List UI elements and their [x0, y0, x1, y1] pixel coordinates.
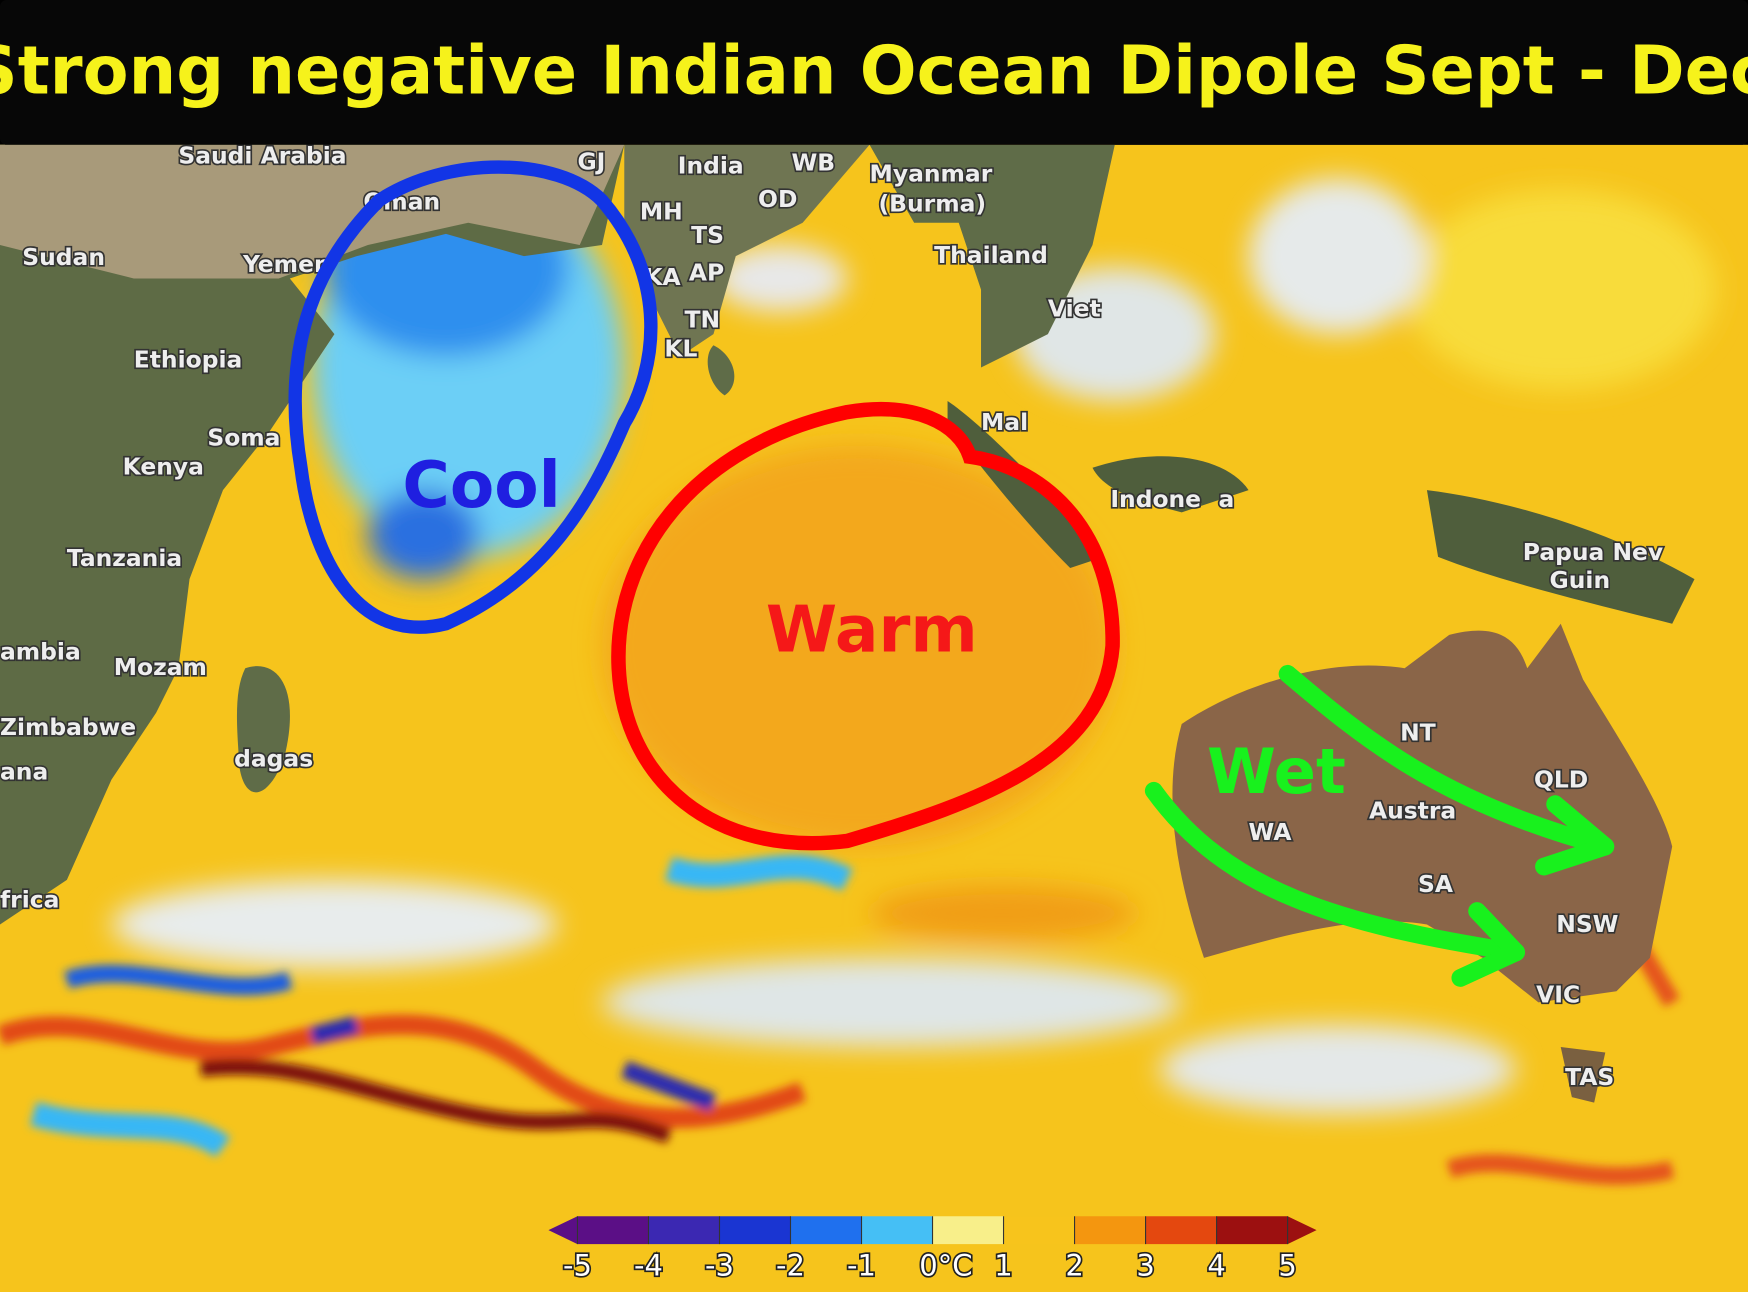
- wet-label: Wet: [1207, 735, 1346, 808]
- place-label: KL: [664, 334, 697, 362]
- place-label: TAS: [1565, 1063, 1614, 1091]
- place-label: MH: [640, 197, 683, 225]
- place-label: Kenya: [123, 452, 204, 480]
- warm-label: Warm: [766, 593, 978, 668]
- place-label: India: [678, 152, 744, 180]
- place-label: Yemen: [242, 250, 331, 278]
- place-label: WB: [792, 148, 836, 176]
- place-label: Mozam: [114, 653, 207, 681]
- colorbar-segment: [1145, 1216, 1217, 1245]
- colorbar-tick-label: -3: [705, 1248, 734, 1282]
- place-label: NSW: [1556, 910, 1618, 938]
- place-label: ambia: [0, 637, 81, 665]
- place-label: Papua Nev: [1523, 538, 1663, 566]
- colorbar-segment: [861, 1216, 933, 1245]
- colorbar-tick-label: 2: [1065, 1248, 1083, 1282]
- warm-outline: [611, 402, 1120, 851]
- place-label: QLD: [1534, 765, 1588, 793]
- cool-outline: [288, 160, 658, 634]
- place-label: NT: [1400, 719, 1436, 747]
- colorbar-tick-label: 1: [994, 1248, 1012, 1282]
- place-label: Thailand: [934, 241, 1048, 269]
- colorbar-segment: [1216, 1216, 1288, 1245]
- place-label: Myanmar: [870, 160, 993, 188]
- place-label: Zimbabwe: [0, 713, 136, 741]
- colorbar-end: [548, 1216, 578, 1245]
- colorbar-tick-label: -1: [847, 1248, 876, 1282]
- place-label: dagas: [234, 744, 313, 772]
- colorbar-end: [1287, 1216, 1317, 1245]
- place-label: Guin: [1550, 566, 1611, 594]
- colorbar-segment: [1074, 1216, 1146, 1245]
- colorbar-tick-label: 5: [1278, 1248, 1296, 1282]
- place-label: Soma: [207, 424, 280, 452]
- colorbar-segment: [577, 1216, 649, 1245]
- colorbar-segment: [648, 1216, 720, 1245]
- place-label: Sudan: [22, 243, 105, 271]
- colorbar-segment: [932, 1216, 1004, 1245]
- place-label: Austra: [1369, 797, 1456, 825]
- colorbar-segment: [790, 1216, 862, 1245]
- place-label: VIC: [1536, 980, 1580, 1008]
- title: Strong negative Indian Ocean Dipole Sept…: [0, 32, 1748, 110]
- colorbar-tick-label: 4: [1207, 1248, 1225, 1282]
- cool-label: Cool: [402, 448, 560, 523]
- place-label: a: [1218, 485, 1234, 513]
- colorbar-tick-label: 3: [1136, 1248, 1154, 1282]
- wet-arrows: [1144, 664, 1615, 987]
- place-label: AP: [689, 259, 724, 287]
- place-label: Mal: [981, 408, 1028, 436]
- place-label: Viet: [1048, 294, 1101, 322]
- place-label: TN: [684, 305, 720, 333]
- colorbar-segment: [1003, 1216, 1075, 1245]
- place-label: Tanzania: [67, 544, 182, 572]
- place-label: Saudi Arabia: [178, 142, 346, 170]
- place-label: frica: [0, 886, 59, 914]
- colorbar-tick-label: 0°C: [919, 1248, 972, 1282]
- place-label: OD: [758, 185, 797, 213]
- colorbar-tick-label: -2: [776, 1248, 805, 1282]
- place-label: Ethiopia: [134, 346, 243, 374]
- colorbar-tick-label: -4: [634, 1248, 663, 1282]
- place-label: Indone: [1110, 485, 1201, 513]
- colorbar-tick-label: -5: [563, 1248, 592, 1282]
- title-bar: [0, 0, 1748, 145]
- place-label: TS: [691, 221, 724, 249]
- place-label: GJ: [577, 147, 605, 175]
- colorbar-segment: [719, 1216, 791, 1245]
- place-label: SA: [1418, 870, 1453, 898]
- place-label: WA: [1249, 818, 1292, 846]
- colorbar: -5 -4 -3 -2 -1 0°C 1 2 3 4 5: [548, 1216, 1317, 1284]
- place-label: (Burma): [878, 190, 986, 218]
- place-label: ana: [0, 758, 48, 786]
